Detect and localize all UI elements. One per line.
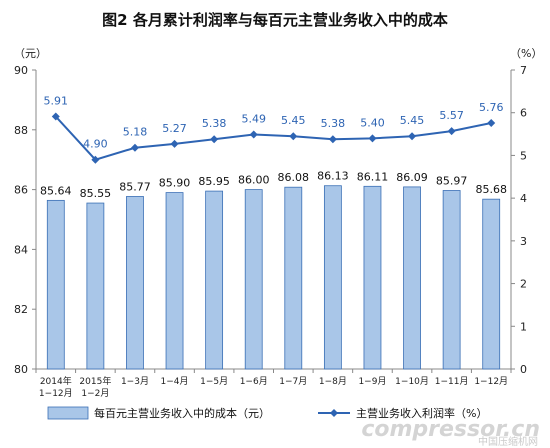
profit-rate-value-label: 5.27 (162, 122, 187, 135)
profit-rate-value-label: 5.18 (123, 126, 148, 139)
left-axis-tick-label: 90 (14, 64, 28, 77)
cost-bar (46, 199, 65, 370)
profit-rate-point (210, 135, 219, 144)
x-axis-category-label: 1−11月 (435, 376, 469, 387)
right-axis-tick-label: 3 (520, 235, 527, 248)
right-axis-tick-label: 5 (520, 149, 527, 162)
cost-bar (403, 186, 421, 370)
profit-rate-point (328, 135, 337, 144)
left-axis-tick-label: 82 (14, 303, 28, 316)
x-axis-category-label: 1−6月 (240, 376, 268, 387)
cost-bar-value-label: 85.64 (40, 184, 72, 197)
cost-bar-value-label: 86.08 (278, 171, 310, 184)
cost-bar-value-label: 85.97 (436, 174, 468, 187)
profit-rate-point (289, 132, 298, 141)
profit-rate-value-label: 5.45 (400, 114, 425, 127)
cost-bar (126, 196, 144, 370)
cost-bar (284, 186, 303, 370)
watermark-logo: compressor.cn (361, 417, 540, 442)
cost-bar (205, 190, 224, 370)
x-axis-category-label: 2015年 (79, 375, 111, 387)
cost-bar-value-label: 86.09 (396, 171, 428, 184)
left-axis-tick-label: 80 (14, 363, 28, 376)
right-axis-tick-label: 2 (520, 278, 527, 291)
cost-bar (442, 190, 461, 370)
right-axis-tick-label: 6 (520, 107, 527, 120)
profit-rate-point (447, 127, 456, 136)
chart-title: 图2 各月累计利润率与每百元主营业务收入中的成本 (102, 11, 448, 29)
cost-bar (482, 198, 501, 370)
right-axis-tick-label: 1 (520, 320, 527, 333)
profit-rate-line (55, 115, 492, 161)
profit-rate-point (408, 132, 417, 141)
legend-line-label: 主营业务收入利润率（%） (356, 406, 487, 420)
right-axis-tick-label: 7 (520, 64, 527, 77)
cost-bar (86, 202, 105, 370)
cost-bar (244, 189, 263, 370)
profit-rate-value-label: 5.49 (241, 112, 266, 125)
legend-bar-label: 每百元主营业务收入中的成本（元） (94, 406, 270, 420)
x-axis-category-label: 1−8月 (319, 376, 347, 387)
x-axis-category-label: 1−7月 (279, 376, 307, 387)
profit-rate-value-label: 5.40 (360, 116, 385, 129)
profit-rate-value-label: 5.38 (202, 117, 227, 130)
profit-rate-point (51, 112, 60, 121)
x-axis-category-label: 1−4月 (161, 376, 189, 387)
x-axis-category-label: 1−12月 (39, 388, 73, 399)
x-axis-category-label: 1−3月 (121, 376, 149, 387)
right-axis-unit: （%） (510, 47, 542, 60)
profit-rate-value-label: 4.90 (83, 138, 108, 151)
right-axis-tick-label: 0 (520, 363, 527, 376)
cost-bar-value-label: 86.00 (238, 174, 270, 187)
cost-bar (323, 185, 342, 370)
profit-rate-point (91, 155, 100, 164)
profit-rate-point (170, 139, 179, 148)
left-axis-unit: （元） (14, 47, 47, 60)
left-axis-tick-label: 84 (14, 243, 28, 256)
legend-bar-swatch (47, 406, 89, 420)
x-axis-category-label: 1−10月 (395, 376, 429, 387)
left-axis-tick-label: 86 (14, 184, 28, 197)
x-axis-category-label: 1−2月 (81, 388, 109, 399)
cost-bar-value-label: 85.95 (198, 175, 230, 188)
profit-rate-point (368, 134, 377, 143)
cost-bar (165, 192, 184, 370)
left-axis-tick-label: 88 (14, 124, 28, 137)
profit-rate-value-label: 5.45 (281, 114, 306, 127)
profit-rate-value-label: 5.76 (479, 101, 504, 114)
profit-rate-value-label: 5.91 (44, 95, 69, 108)
profit-rate-point (249, 130, 258, 139)
x-axis-category-label: 1−5月 (200, 376, 228, 387)
cost-bar-value-label: 85.68 (475, 183, 507, 196)
profit-rate-value-label: 5.38 (321, 117, 346, 130)
cost-bar-value-label: 85.77 (119, 180, 151, 193)
watermark-subtext: 中国压缩机网 (478, 437, 538, 448)
cost-bar-value-label: 86.11 (357, 170, 389, 183)
x-axis-category-label: 1−12月 (474, 376, 508, 387)
x-axis-category-label: 2014年 (40, 375, 72, 387)
cost-bar-value-label: 86.13 (317, 170, 349, 183)
cost-bar-value-label: 85.55 (80, 187, 112, 200)
profit-rate-point (487, 118, 496, 127)
cost-bar (363, 185, 382, 370)
profit-rate-value-label: 5.57 (439, 109, 464, 122)
profit-rate-point (130, 143, 139, 152)
cost-bar-value-label: 85.90 (159, 177, 191, 190)
legend-line-marker (330, 409, 338, 417)
right-axis-tick-label: 4 (520, 192, 527, 205)
x-axis-category-label: 1−9月 (358, 376, 386, 387)
